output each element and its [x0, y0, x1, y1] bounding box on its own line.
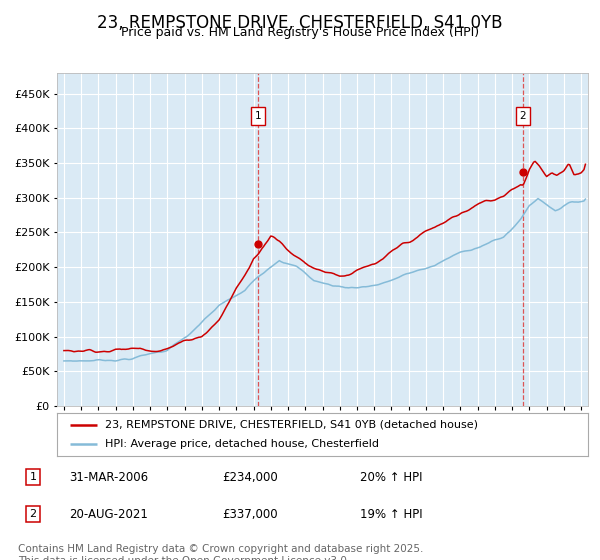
- Text: 20% ↑ HPI: 20% ↑ HPI: [360, 470, 422, 484]
- Text: £337,000: £337,000: [222, 507, 278, 521]
- Text: Price paid vs. HM Land Registry's House Price Index (HPI): Price paid vs. HM Land Registry's House …: [121, 26, 479, 39]
- Text: 23, REMPSTONE DRIVE, CHESTERFIELD, S41 0YB: 23, REMPSTONE DRIVE, CHESTERFIELD, S41 0…: [97, 14, 503, 32]
- Text: 31-MAR-2006: 31-MAR-2006: [69, 470, 148, 484]
- Text: HPI: Average price, detached house, Chesterfield: HPI: Average price, detached house, Ches…: [105, 439, 379, 449]
- Text: 23, REMPSTONE DRIVE, CHESTERFIELD, S41 0YB (detached house): 23, REMPSTONE DRIVE, CHESTERFIELD, S41 0…: [105, 420, 478, 430]
- Text: 2: 2: [520, 111, 526, 121]
- Text: Contains HM Land Registry data © Crown copyright and database right 2025.
This d: Contains HM Land Registry data © Crown c…: [18, 544, 424, 560]
- Text: 20-AUG-2021: 20-AUG-2021: [69, 507, 148, 521]
- Text: 19% ↑ HPI: 19% ↑ HPI: [360, 507, 422, 521]
- Text: 2: 2: [29, 509, 37, 519]
- Text: £234,000: £234,000: [222, 470, 278, 484]
- Text: 1: 1: [254, 111, 261, 121]
- Text: 1: 1: [29, 472, 37, 482]
